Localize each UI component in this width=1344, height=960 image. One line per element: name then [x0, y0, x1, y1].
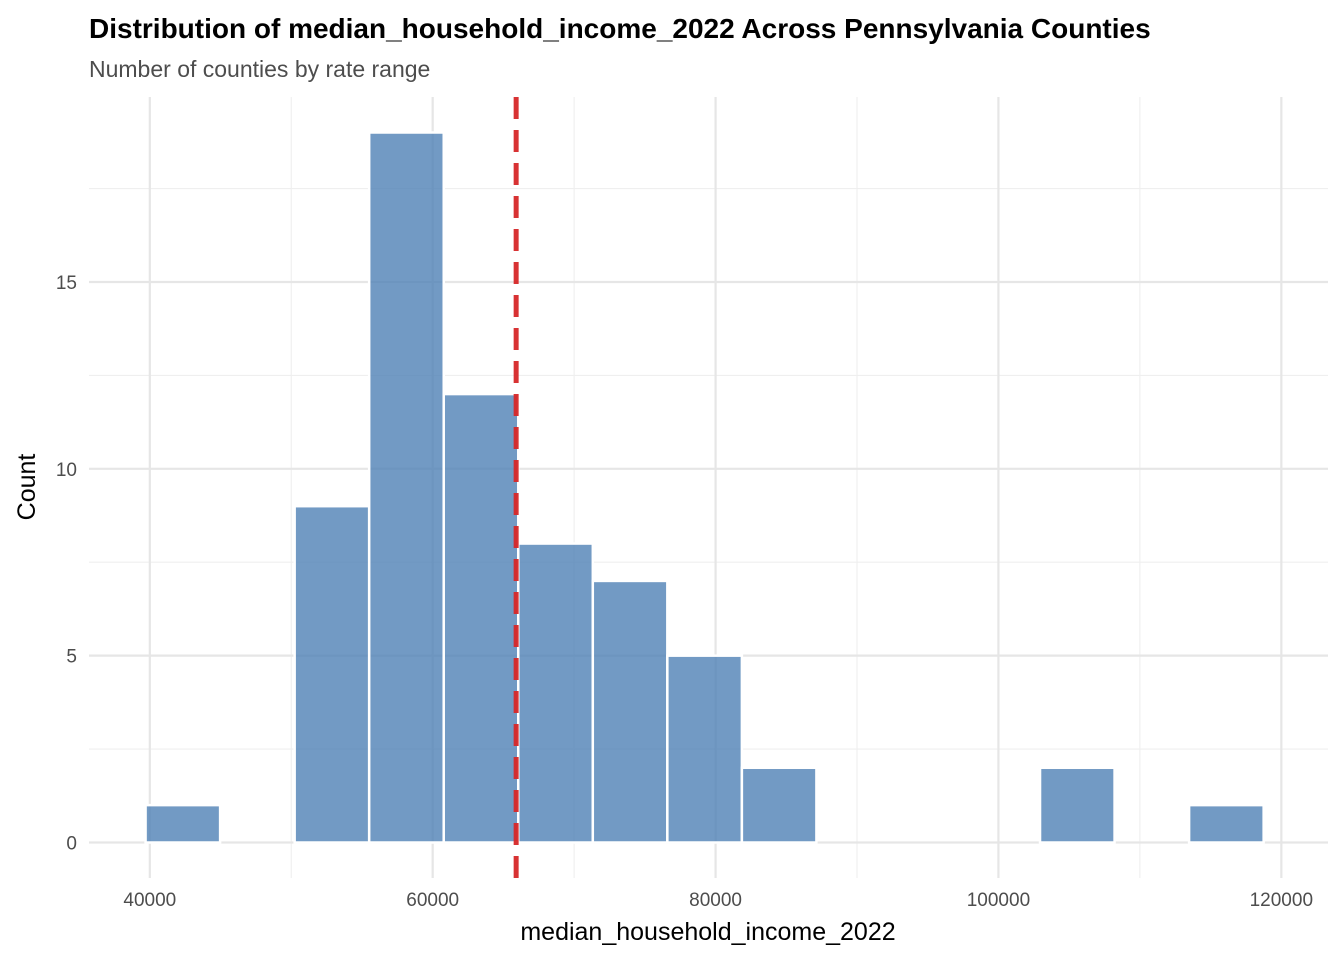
x-tick-label: 100000	[967, 890, 1030, 911]
y-axis-title: Count	[13, 454, 41, 521]
histogram-bar	[144, 803, 222, 844]
y-tick-label: 5	[66, 647, 77, 668]
y-axis-tick-labels: 0 5 10 15	[56, 273, 77, 855]
histogram-bar	[666, 654, 744, 844]
histogram-bar	[1187, 803, 1265, 844]
histogram-bar	[517, 542, 595, 844]
histogram-bar	[591, 579, 669, 844]
chart-subtitle: Number of counties by rate range	[89, 56, 430, 82]
x-tick-label: 120000	[1250, 890, 1313, 911]
y-tick-label: 10	[56, 460, 77, 481]
x-axis-tick-labels: 40000 60000 80000 100000 120000	[123, 890, 1313, 911]
x-tick-label: 40000	[123, 890, 176, 911]
histogram-bar	[442, 392, 520, 844]
histogram-bar	[293, 504, 371, 844]
y-tick-label: 15	[56, 273, 77, 294]
chart-title: Distribution of median_household_income_…	[89, 13, 1151, 44]
histogram-bar	[367, 131, 445, 844]
x-tick-label: 60000	[406, 890, 459, 911]
histogram-bar	[1038, 766, 1116, 844]
histogram-bars	[144, 131, 1265, 844]
histogram-bar	[740, 766, 818, 844]
y-tick-label: 0	[66, 834, 77, 855]
x-axis-title: median_household_income_2022	[520, 918, 895, 946]
x-tick-label: 80000	[689, 890, 742, 911]
